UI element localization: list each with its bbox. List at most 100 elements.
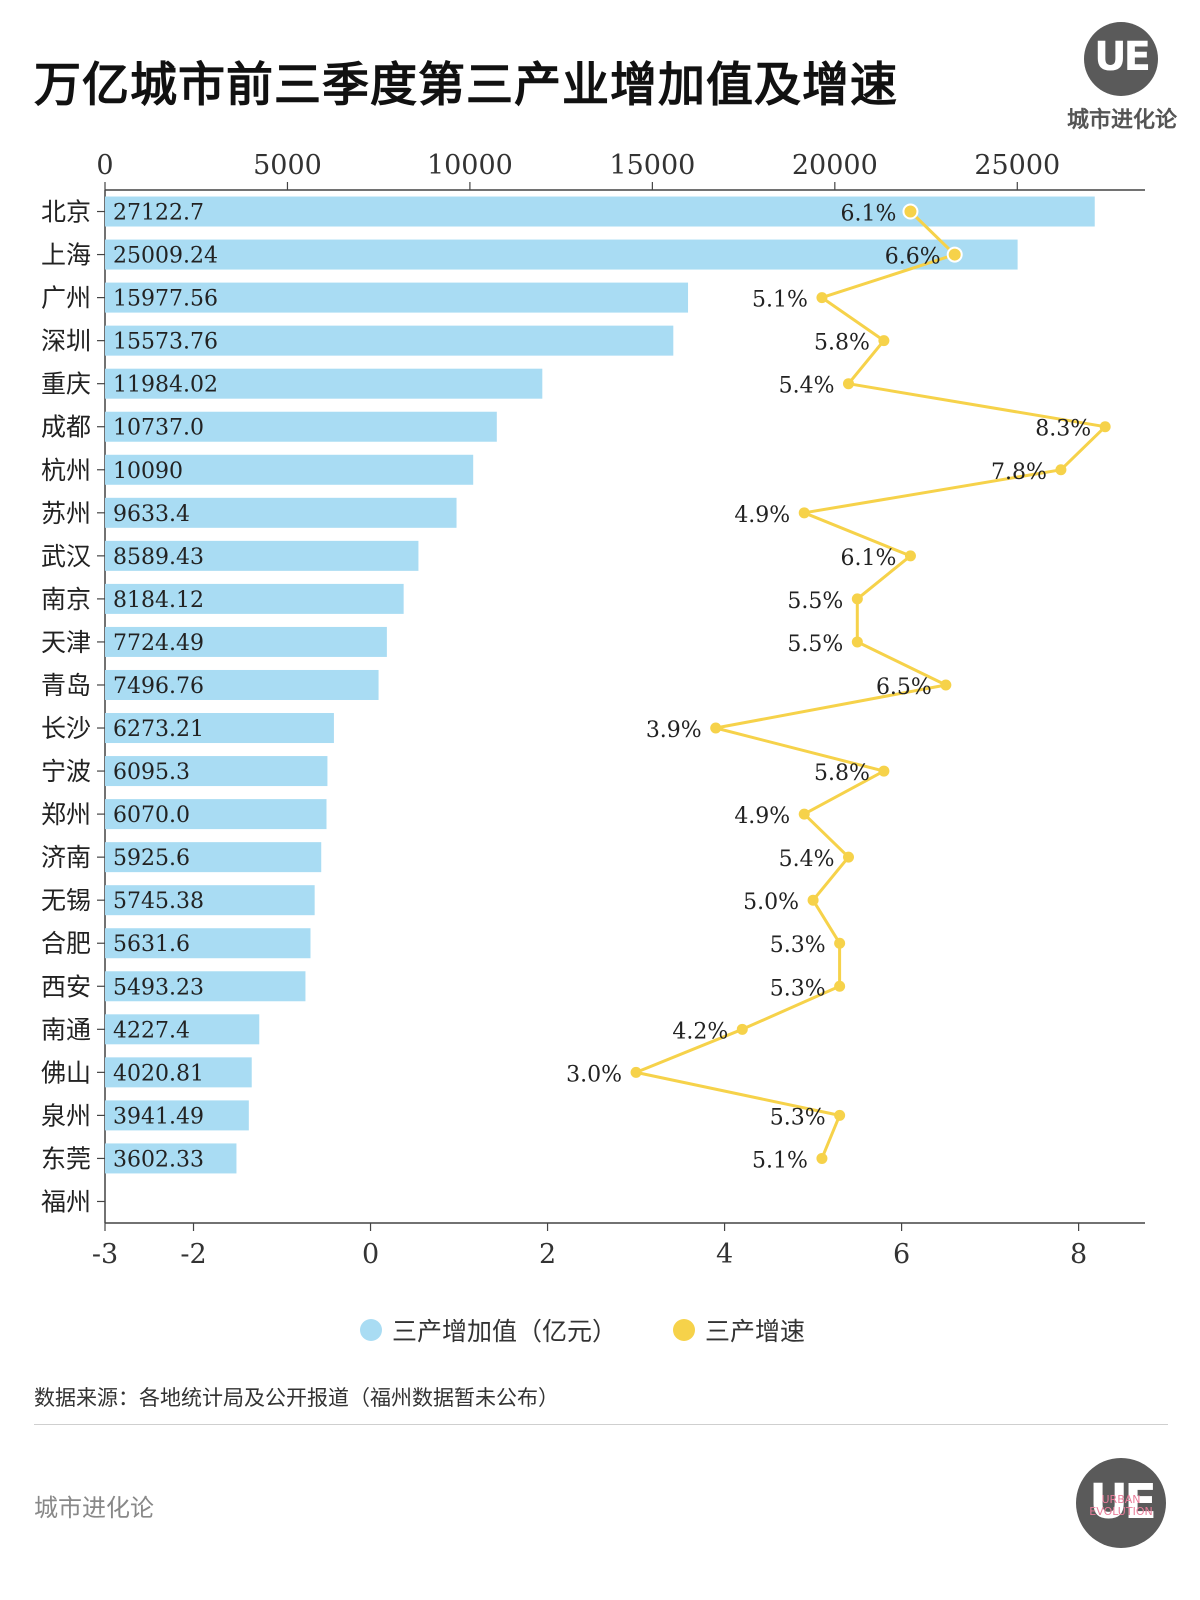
growth-point	[834, 980, 846, 992]
bar	[105, 196, 1095, 227]
growth-point	[630, 1066, 642, 1078]
category-label: 佛山	[41, 1058, 91, 1087]
footer-logo-mark: UE	[1089, 1474, 1157, 1530]
growth-point	[798, 808, 810, 820]
growth-value-label: 6.5%	[876, 675, 932, 700]
bar-value-label: 15573.76	[113, 330, 218, 355]
growth-point	[946, 246, 963, 263]
bar	[105, 1057, 252, 1088]
footer-divider	[34, 1424, 1168, 1425]
category-label: 杭州	[41, 456, 91, 485]
bottom-axis-tick-label: 0	[362, 1239, 379, 1270]
category-label: 成都	[41, 413, 91, 442]
bar-value-label: 5745.38	[113, 889, 204, 914]
bar-value-label: 5631.6	[113, 932, 190, 957]
bar	[105, 411, 497, 442]
bar-value-label: 10737.0	[113, 416, 204, 441]
growth-point	[842, 378, 854, 390]
category-label: 南通	[41, 1015, 91, 1044]
growth-value-label: 4.9%	[734, 804, 790, 829]
growth-value-label: 3.9%	[646, 718, 702, 743]
bottom-axis-tick-label: 2	[539, 1239, 556, 1270]
growth-value-label: 6.1%	[841, 202, 897, 227]
bar	[105, 626, 387, 657]
footer-logo-sub: URBAN EVOLUTION	[1089, 1493, 1153, 1518]
growth-point	[807, 894, 819, 906]
bar-value-label: 3602.33	[113, 1147, 204, 1172]
growth-point	[878, 335, 890, 347]
bar	[105, 756, 328, 787]
category-label: 长沙	[41, 714, 91, 743]
legend-swatch-line	[673, 1319, 696, 1341]
growth-point	[816, 1152, 828, 1164]
growth-value-label: 5.0%	[743, 890, 799, 915]
category-label: 宁波	[41, 757, 91, 786]
category-label: 无锡	[41, 886, 91, 915]
growth-value-label: 5.1%	[752, 288, 808, 313]
growth-point	[710, 722, 722, 734]
bar	[105, 842, 322, 873]
brand-name: 城市进化论	[1066, 107, 1177, 133]
bar-value-label: 27122.7	[113, 201, 204, 226]
category-label: 西安	[41, 972, 91, 1001]
bottom-axis-tick-label: -3	[92, 1239, 118, 1270]
bar	[105, 885, 315, 916]
bar-value-label: 9633.4	[113, 502, 190, 527]
bar-value-label: 7724.49	[113, 631, 204, 656]
category-label: 东莞	[41, 1144, 91, 1173]
bar-value-label: 7496.76	[113, 674, 204, 699]
category-label: 上海	[41, 241, 91, 270]
top-axis-tick-label: 20000	[792, 150, 878, 181]
growth-value-label: 5.5%	[787, 589, 843, 614]
growth-value-label: 5.3%	[770, 1105, 826, 1130]
growth-value-label: 7.8%	[991, 460, 1047, 485]
growth-point	[798, 507, 810, 519]
growth-value-label: 6.1%	[841, 546, 897, 571]
top-axis-tick-label: 15000	[609, 150, 695, 181]
page-title: 万亿城市前三季度第三产业增加值及增速	[34, 58, 898, 113]
growth-value-label: 4.9%	[734, 503, 790, 528]
category-label: 北京	[41, 198, 91, 227]
bar-value-label: 5925.6	[113, 846, 190, 871]
footer-brand: 城市进化论	[34, 1494, 154, 1522]
bar	[105, 928, 311, 959]
bar-value-label: 25009.24	[113, 244, 218, 269]
data-source-note: 数据来源：各地统计局及公开报道（福州数据暂未公布）	[34, 1386, 559, 1410]
growth-point	[842, 851, 854, 863]
growth-point	[816, 292, 828, 304]
bar	[105, 454, 474, 485]
category-label: 济南	[41, 843, 91, 872]
bar-value-label: 6273.21	[113, 717, 204, 742]
legend-item-line: 三产增速	[673, 1312, 805, 1348]
logo-circle-icon	[1084, 22, 1158, 96]
growth-value-label: 4.2%	[672, 1019, 728, 1044]
growth-value-label: 5.4%	[779, 374, 835, 399]
bar	[105, 368, 543, 399]
category-label: 郑州	[41, 800, 91, 829]
growth-value-label: 3.0%	[566, 1062, 622, 1087]
top-axis-tick-label: 10000	[427, 150, 513, 181]
bar-value-label: 4020.81	[113, 1061, 204, 1086]
category-label: 合肥	[41, 929, 91, 958]
growth-value-label: 5.1%	[752, 1148, 808, 1173]
growth-point	[1055, 464, 1067, 476]
bottom-axis-tick-label: 4	[716, 1239, 733, 1270]
bar	[105, 971, 306, 1002]
growth-value-label: 5.3%	[770, 976, 826, 1001]
growth-point	[851, 593, 863, 605]
growth-value-label: 5.3%	[770, 933, 826, 958]
bar-value-label: 8184.12	[113, 588, 204, 613]
growth-value-label: 5.5%	[787, 632, 843, 657]
logo-mark: UE	[1094, 34, 1151, 80]
bar	[105, 1100, 249, 1131]
growth-value-label: 5.8%	[814, 761, 870, 786]
growth-value-label: 5.8%	[814, 331, 870, 356]
growth-value-label: 8.3%	[1035, 417, 1091, 442]
growth-point	[878, 765, 890, 777]
bar-value-label: 11984.02	[113, 373, 218, 398]
top-axis-tick-label: 0	[96, 150, 113, 181]
category-label: 泉州	[41, 1101, 91, 1130]
legend-item-bar: 三产增加值（亿元）	[360, 1312, 617, 1348]
bar	[105, 239, 1018, 270]
top-axis-tick-label: 25000	[974, 150, 1060, 181]
